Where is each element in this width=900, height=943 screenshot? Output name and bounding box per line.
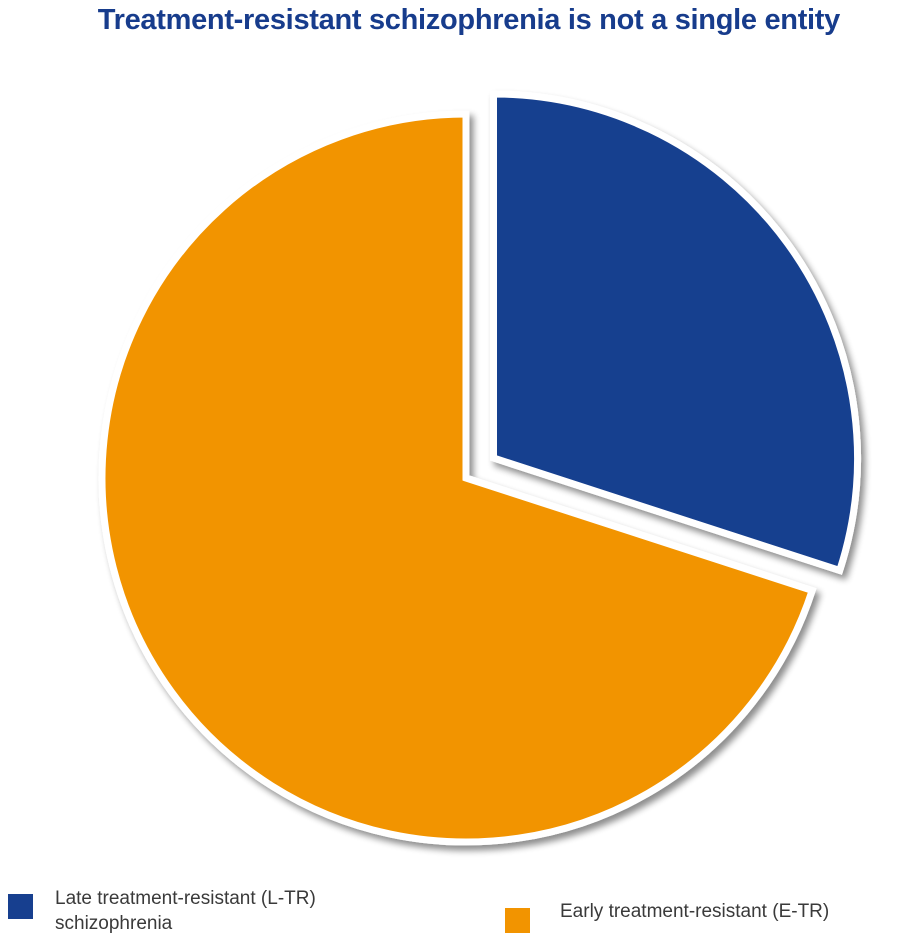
legend-item-late-tr: Late treatment-resistant (L-TR) schizoph… [8, 886, 385, 936]
legend-swatch-late-tr [8, 894, 33, 919]
pie-slice-early-tr [98, 110, 817, 846]
legend-label-early-tr: Early treatment-resistant (E-TR) [560, 901, 830, 922]
legend-swatch-early-tr [505, 908, 530, 933]
legend-item-early-tr: Early treatment-resistant (E-TR) [505, 900, 829, 933]
chart-title: Treatment-resistant schizophrenia is not… [97, 4, 841, 36]
pie-slice-late-tr [490, 90, 861, 575]
legend-label-late-tr: Late treatment-resistant (L-TR) schizoph… [55, 888, 316, 934]
